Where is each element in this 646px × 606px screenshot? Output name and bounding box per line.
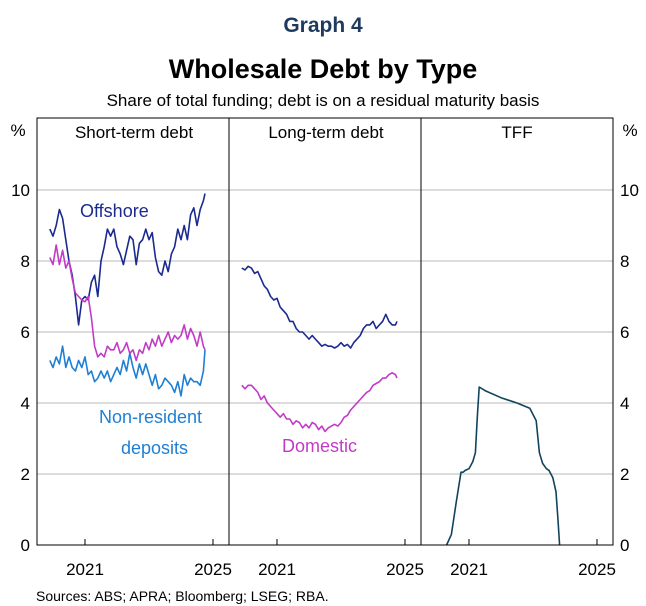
x-tick-label: 2025 [194,560,232,579]
graph-label: Graph 4 [283,14,363,37]
series-line-domestic-panel-2 [241,371,398,433]
y-tick-label-right: 10 [620,181,639,200]
panel-title-long-term: Long-term debt [268,123,384,142]
gridlines [37,189,613,475]
y-tick-label-left: 2 [21,465,30,484]
plot-border [36,117,614,546]
series-lines [49,193,561,546]
y-axis-unit-left: % [10,121,25,140]
y-tick-label-right: 8 [620,252,629,271]
label-deposits: deposits [121,438,188,458]
series-line-offshore-panel-2 [241,265,398,349]
y-tick-label-left: 10 [11,181,30,200]
panel-title-tff: TFF [501,123,532,142]
series-line-non-resident-deposits-panel-1 [49,345,206,397]
chart-title: Wholesale Debt by Type [168,54,478,84]
sources-note: Sources: ABS; APRA; Bloomberg; LSEG; RBA… [36,588,329,604]
y-tick-label-right: 0 [620,536,629,555]
y-tick-label-left: 4 [21,394,30,413]
label-offshore: Offshore [80,201,149,221]
y-tick-label-left: 0 [21,536,30,555]
series-line-offshore-panel-1 [49,193,206,326]
chart-subtitle: Share of total funding; debt is on a res… [106,91,540,110]
series-line-domestic-panel-1 [49,244,206,362]
chart-labels: % % Short-term debt Long-term debt TFF O… [10,121,638,579]
x-tick-label: 2021 [66,560,104,579]
label-non-resident: Non-resident [99,407,202,427]
y-tick-label-right: 2 [620,465,629,484]
x-tick-label: 2021 [258,560,296,579]
y-tick-label-left: 8 [21,252,30,271]
y-tick-label-right: 4 [620,394,629,413]
x-tick-label: 2025 [578,560,616,579]
x-tick-label: 2025 [386,560,424,579]
label-domestic: Domestic [282,436,357,456]
y-axis-unit-right: % [622,121,637,140]
chart-frame [36,117,614,546]
series-line-tff-panel-3 [445,386,561,546]
y-tick-label-right: 6 [620,323,629,342]
panel-title-short-term: Short-term debt [75,123,193,142]
y-tick-label-left: 6 [21,323,30,342]
x-tick-label: 2021 [450,560,488,579]
